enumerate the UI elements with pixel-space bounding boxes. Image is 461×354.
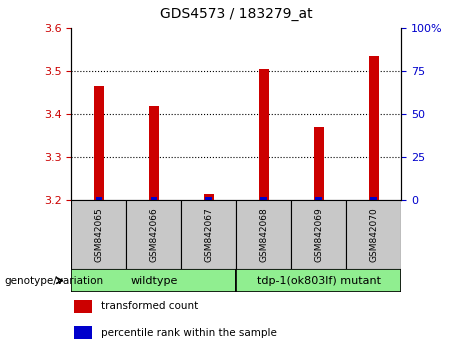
Bar: [346, 200, 401, 269]
Text: transformed count: transformed count: [101, 301, 199, 311]
Bar: [236, 269, 401, 292]
Text: GSM842069: GSM842069: [314, 207, 323, 262]
Bar: [206, 196, 212, 200]
Bar: [260, 196, 267, 200]
Text: GSM842067: GSM842067: [204, 207, 213, 262]
Bar: [95, 196, 102, 200]
Text: GSM842065: GSM842065: [95, 207, 103, 262]
Bar: [151, 196, 157, 200]
Text: GDS4573 / 183279_at: GDS4573 / 183279_at: [160, 7, 313, 21]
Bar: [370, 196, 377, 200]
Bar: [94, 86, 104, 200]
Bar: [71, 269, 236, 292]
Bar: [149, 105, 159, 200]
Bar: [236, 200, 291, 269]
Bar: [204, 194, 214, 200]
Text: percentile rank within the sample: percentile rank within the sample: [101, 328, 278, 338]
Bar: [181, 200, 236, 269]
Bar: [369, 56, 378, 200]
Bar: [259, 69, 269, 200]
Bar: [71, 200, 126, 269]
Bar: [291, 200, 346, 269]
Text: wildtype: wildtype: [130, 275, 177, 286]
Bar: [315, 196, 322, 200]
Text: GSM842066: GSM842066: [149, 207, 159, 262]
Text: GSM842068: GSM842068: [259, 207, 268, 262]
Bar: [314, 127, 324, 200]
Text: tdp-1(ok803lf) mutant: tdp-1(ok803lf) mutant: [257, 275, 381, 286]
Text: genotype/variation: genotype/variation: [5, 275, 104, 286]
Text: GSM842070: GSM842070: [369, 207, 378, 262]
Bar: [126, 200, 181, 269]
